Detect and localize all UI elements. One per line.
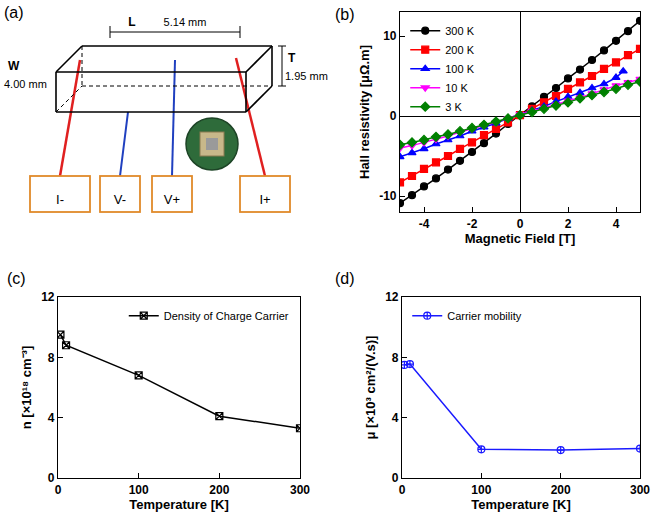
svg-text:T: T — [288, 51, 296, 65]
svg-text:0: 0 — [390, 109, 397, 123]
svg-text:1.95 mm: 1.95 mm — [285, 70, 328, 82]
svg-text:Carrier mobility: Carrier mobility — [447, 310, 521, 322]
svg-text:12: 12 — [41, 290, 55, 304]
svg-text:Temperature [K]: Temperature [K] — [471, 497, 570, 512]
svg-text:I+: I+ — [259, 192, 270, 207]
svg-text:0: 0 — [48, 471, 55, 485]
svg-text:Hall resistivity [μΩ.m]: Hall resistivity [μΩ.m] — [357, 45, 372, 179]
svg-text:200 K: 200 K — [445, 44, 474, 56]
svg-text:300: 300 — [630, 483, 650, 497]
svg-text:4: 4 — [392, 411, 399, 425]
svg-text:0: 0 — [399, 483, 406, 497]
svg-text:8: 8 — [48, 351, 55, 365]
svg-text:Density of Charge Carrier: Density of Charge Carrier — [164, 310, 289, 322]
svg-text:4: 4 — [48, 411, 55, 425]
svg-text:0: 0 — [55, 483, 62, 497]
svg-text:300: 300 — [290, 483, 310, 497]
svg-text:(c): (c) — [7, 270, 26, 287]
svg-text:12: 12 — [385, 290, 399, 304]
svg-text:(d): (d) — [335, 270, 355, 287]
svg-text:(b): (b) — [335, 6, 355, 23]
svg-text:10: 10 — [383, 29, 397, 43]
svg-text:(a): (a) — [4, 4, 24, 21]
svg-text:I-: I- — [56, 192, 64, 207]
svg-text:0: 0 — [392, 471, 399, 485]
svg-text:-4: -4 — [419, 217, 430, 231]
svg-text:0: 0 — [517, 217, 524, 231]
svg-text:-10: -10 — [379, 189, 397, 203]
svg-text:10 K: 10 K — [445, 82, 468, 94]
svg-text:100: 100 — [129, 483, 149, 497]
svg-text:W: W — [8, 59, 20, 73]
svg-text:8: 8 — [392, 351, 399, 365]
svg-text:μ [×10³ cm²/(V.s)]: μ [×10³ cm²/(V.s)] — [363, 336, 378, 440]
svg-text:300 K: 300 K — [445, 25, 474, 37]
svg-text:V-: V- — [114, 192, 126, 207]
svg-text:100: 100 — [471, 483, 491, 497]
svg-text:2: 2 — [565, 217, 572, 231]
svg-text:Temperature [K]: Temperature [K] — [129, 497, 228, 512]
svg-text:3 K: 3 K — [445, 101, 462, 113]
svg-text:-2: -2 — [467, 217, 478, 231]
svg-text:4.00 mm: 4.00 mm — [4, 78, 47, 90]
svg-text:4: 4 — [613, 217, 620, 231]
svg-text:200: 200 — [209, 483, 229, 497]
svg-text:100 K: 100 K — [445, 63, 474, 75]
svg-text:200: 200 — [551, 483, 571, 497]
svg-text:L: L — [128, 15, 135, 29]
svg-text:n [×10¹⁸ cm⁻³]: n [×10¹⁸ cm⁻³] — [19, 346, 34, 429]
svg-text:Magnetic Field [T]: Magnetic Field [T] — [465, 231, 576, 246]
svg-text:5.14 mm: 5.14 mm — [164, 16, 207, 28]
svg-text:V+: V+ — [164, 192, 180, 207]
